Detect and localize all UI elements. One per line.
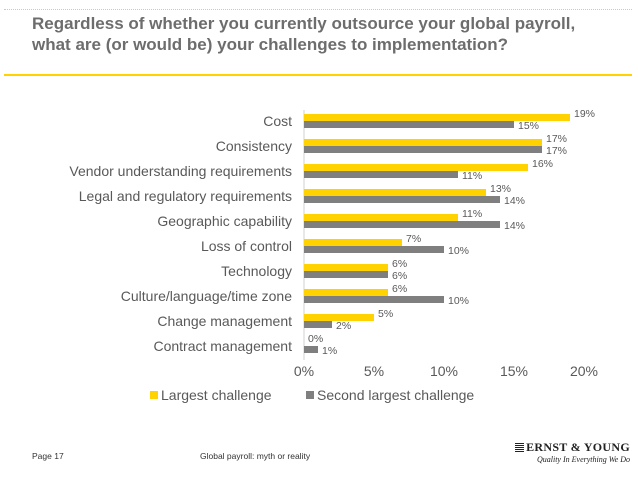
- category-label: Loss of control: [201, 238, 292, 254]
- bar-largest-challenge: [304, 189, 486, 196]
- data-label-second-largest-challenge: 11%: [462, 170, 482, 182]
- category-label: Geographic capability: [157, 213, 292, 229]
- data-label-largest-challenge: 19%: [574, 108, 595, 120]
- bar-second-largest-challenge: [304, 196, 500, 203]
- bar-second-largest-challenge: [304, 171, 458, 178]
- data-label-largest-challenge: 16%: [532, 158, 553, 170]
- data-label-largest-challenge: 6%: [392, 258, 407, 270]
- page-number: Page 17: [32, 451, 64, 461]
- bar-second-largest-challenge: [304, 271, 388, 278]
- bar-second-largest-challenge: [304, 146, 542, 153]
- bar-largest-challenge: [304, 289, 388, 296]
- data-label-second-largest-challenge: 15%: [518, 120, 539, 132]
- bar-second-largest-challenge: [304, 321, 332, 328]
- bar-largest-challenge: [304, 264, 388, 271]
- data-label-largest-challenge: 7%: [406, 233, 421, 245]
- category-label: Culture/language/time zone: [121, 288, 292, 304]
- data-label-second-largest-challenge: 6%: [392, 270, 407, 282]
- bar-second-largest-challenge: [304, 346, 318, 353]
- document-title: Global payroll: myth or reality: [200, 451, 311, 461]
- data-label-second-largest-challenge: 10%: [448, 245, 469, 257]
- data-label-second-largest-challenge: 14%: [504, 220, 525, 232]
- data-label-largest-challenge: 11%: [462, 208, 482, 220]
- category-label: Vendor understanding requirements: [69, 163, 292, 179]
- bar-largest-challenge: [304, 164, 528, 171]
- category-label: Change management: [157, 313, 292, 329]
- legend-swatch-largest-challenge: [150, 391, 158, 399]
- bar-largest-challenge: [304, 214, 458, 221]
- category-label: Legal and regulatory requirements: [79, 188, 292, 204]
- data-label-largest-challenge: 13%: [490, 183, 511, 195]
- bar-largest-challenge: [304, 114, 570, 121]
- data-label-largest-challenge: 6%: [392, 283, 407, 295]
- data-label-largest-challenge: 0%: [308, 333, 323, 345]
- bar-largest-challenge: [304, 239, 402, 246]
- x-tick-label: 10%: [430, 363, 458, 379]
- data-label-largest-challenge: 5%: [378, 308, 393, 320]
- company-logo: ERNST & YOUNG Quality In Everything We D…: [510, 440, 630, 464]
- x-tick-label: 0%: [294, 363, 314, 379]
- x-tick-label: 20%: [570, 363, 598, 379]
- category-label: Cost: [263, 113, 292, 129]
- bar-second-largest-challenge: [304, 296, 444, 303]
- data-label-second-largest-challenge: 1%: [322, 345, 337, 357]
- bar-second-largest-challenge: [304, 221, 500, 228]
- data-label-largest-challenge: 17%: [546, 133, 567, 145]
- legend-label-largest-challenge: Largest challenge: [161, 387, 272, 403]
- data-label-second-largest-challenge: 14%: [504, 195, 525, 207]
- top-divider: [4, 9, 632, 10]
- bar-largest-challenge: [304, 139, 542, 146]
- category-label: Technology: [221, 263, 292, 279]
- bar-largest-challenge: [304, 314, 374, 321]
- x-tick-label: 5%: [364, 363, 384, 379]
- bar-chart: Cost 19% 15% Consistency 17%17% Vendor unders…: [69, 108, 598, 403]
- legend-label-second-largest-challenge: Second largest challenge: [317, 387, 474, 403]
- bar-second-largest-challenge: [304, 246, 444, 253]
- data-label-second-largest-challenge: 2%: [336, 320, 351, 332]
- category-label: Contract management: [153, 338, 292, 354]
- category-label: Consistency: [216, 138, 292, 154]
- logo-mark-icon: [515, 443, 525, 452]
- bar-second-largest-challenge: [304, 121, 514, 128]
- page-title: Regardless of whether you currently outs…: [32, 14, 576, 54]
- legend-swatch-second-largest-challenge: [306, 391, 314, 399]
- logo-tagline: Quality In Everything We Do: [536, 455, 630, 464]
- logo-name: ERNST & YOUNG: [510, 440, 630, 455]
- x-tick-label: 15%: [500, 363, 528, 379]
- data-label-second-largest-challenge: 10%: [448, 295, 469, 307]
- data-label-second-largest-challenge: 17%: [546, 145, 567, 157]
- title-underline: [4, 74, 632, 76]
